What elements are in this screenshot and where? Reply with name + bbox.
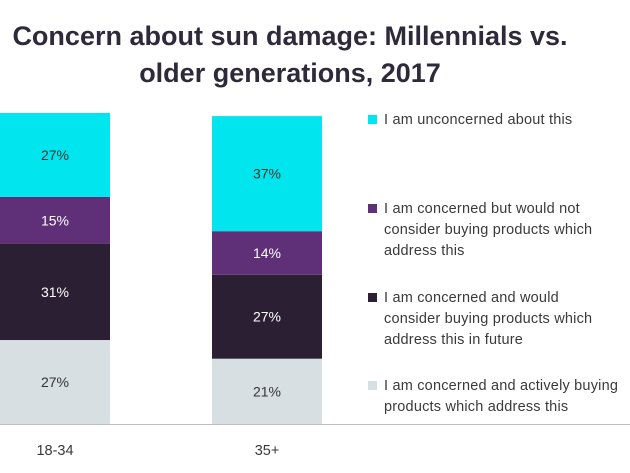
bar-segment-18-34-3 [0, 196, 110, 244]
bar-segment-35+-3 [212, 231, 322, 275]
legend-label: I am concerned but would not consider bu… [384, 201, 593, 259]
chart-title-line-1: Concern about sun damage: Millennials vs… [12, 21, 568, 51]
bar-segment-35+-4 [212, 116, 322, 232]
chart-title: Concern about sun damage: Millennials vs… [0, 18, 580, 92]
chart-title-line-2: older generations, 2017 [139, 58, 441, 88]
bar-segment-18-34-4 [0, 113, 110, 197]
data-label: 15% [41, 212, 69, 228]
legend-label: I am concerned and would consider buying… [384, 290, 593, 348]
data-label: 27% [253, 309, 281, 325]
bar-segment-18-34-2 [0, 243, 110, 341]
legend-swatch [368, 115, 377, 124]
legend-swatch [368, 204, 377, 213]
bar-segment-35+-1 [212, 358, 322, 424]
bar-segment-35+-2 [212, 274, 322, 359]
legend-swatch [368, 293, 377, 302]
x-tick-label: 35+ [255, 443, 280, 459]
data-label: 27% [41, 374, 69, 390]
data-label: 14% [253, 245, 281, 261]
data-label: 31% [41, 284, 69, 300]
legend-label: I am concerned and actively buying produ… [384, 378, 619, 415]
x-tick-label: 18-34 [36, 443, 73, 459]
legend-label: I am unconcerned about this [384, 112, 573, 128]
legend-swatch [368, 381, 377, 390]
data-label: 21% [253, 383, 281, 399]
data-label: 37% [253, 166, 281, 182]
data-label: 27% [41, 147, 69, 163]
bar-segment-18-34-1 [0, 340, 110, 424]
